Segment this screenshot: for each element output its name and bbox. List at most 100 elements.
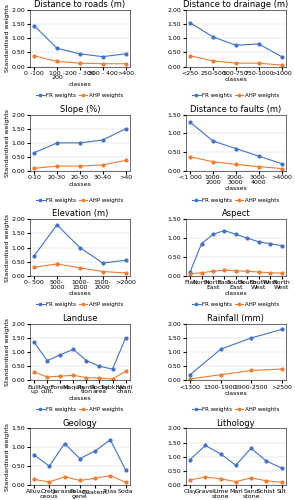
- X-axis label: classes: classes: [68, 82, 91, 86]
- Legend: FR weights, AHP weights: FR weights, AHP weights: [34, 300, 126, 310]
- X-axis label: classes: classes: [224, 186, 247, 192]
- AHP weights: [280, 62, 283, 68]
- FR weights: [55, 222, 59, 228]
- AHP weights: [249, 475, 253, 481]
- Title: Landuse: Landuse: [62, 314, 98, 323]
- FR weights: [101, 260, 104, 266]
- FR weights: [111, 366, 114, 372]
- Line: AHP weights: AHP weights: [189, 54, 283, 66]
- FR weights: [124, 51, 127, 57]
- FR weights: [63, 440, 66, 446]
- AHP weights: [234, 162, 237, 168]
- AHP weights: [32, 166, 36, 172]
- X-axis label: classes: classes: [224, 391, 247, 396]
- AHP weights: [45, 374, 49, 380]
- FR weights: [124, 126, 127, 132]
- AHP weights: [188, 477, 192, 483]
- FR weights: [188, 456, 192, 462]
- AHP weights: [268, 270, 272, 276]
- AHP weights: [257, 269, 260, 275]
- FR weights: [124, 335, 127, 341]
- Line: AHP weights: AHP weights: [33, 262, 127, 274]
- Legend: FR weights, AHP weights: FR weights, AHP weights: [190, 404, 281, 414]
- FR weights: [280, 160, 283, 166]
- AHP weights: [257, 164, 260, 170]
- AHP weights: [223, 267, 226, 273]
- AHP weights: [109, 472, 112, 478]
- X-axis label: classes: classes: [224, 77, 247, 82]
- AHP weights: [211, 158, 215, 164]
- FR weights: [32, 150, 36, 156]
- AHP weights: [124, 60, 127, 66]
- Title: Aspect: Aspect: [222, 210, 250, 218]
- FR weights: [200, 240, 203, 246]
- FR weights: [78, 244, 82, 250]
- X-axis label: classes: classes: [68, 291, 91, 296]
- AHP weights: [234, 60, 237, 66]
- Legend: FR weights, AHP weights: FR weights, AHP weights: [34, 196, 126, 205]
- AHP weights: [188, 376, 192, 382]
- Title: Elevation (m): Elevation (m): [52, 210, 108, 218]
- Title: Geology: Geology: [63, 418, 97, 428]
- Line: FR weights: FR weights: [189, 444, 283, 469]
- FR weights: [234, 146, 237, 152]
- FR weights: [124, 257, 127, 263]
- Line: FR weights: FR weights: [189, 229, 283, 274]
- AHP weights: [280, 270, 283, 276]
- AHP weights: [188, 271, 192, 277]
- AHP weights: [234, 268, 237, 274]
- AHP weights: [55, 58, 59, 64]
- Line: AHP weights: AHP weights: [33, 159, 127, 170]
- Title: Slope (%): Slope (%): [60, 105, 100, 114]
- Line: FR weights: FR weights: [189, 22, 283, 58]
- FR weights: [101, 137, 104, 143]
- FR weights: [219, 346, 222, 352]
- Line: FR weights: FR weights: [33, 24, 127, 58]
- FR weights: [188, 269, 192, 275]
- Line: AHP weights: AHP weights: [33, 370, 127, 380]
- Title: Distance to faults (m): Distance to faults (m): [190, 105, 281, 114]
- X-axis label: classes: classes: [68, 182, 91, 186]
- AHP weights: [188, 53, 192, 59]
- AHP weights: [78, 60, 82, 66]
- AHP weights: [124, 480, 127, 486]
- Line: FR weights: FR weights: [33, 336, 127, 370]
- Line: FR weights: FR weights: [33, 128, 127, 154]
- Line: AHP weights: AHP weights: [189, 156, 283, 170]
- FR weights: [223, 228, 226, 234]
- FR weights: [32, 253, 36, 259]
- AHP weights: [85, 374, 88, 380]
- FR weights: [188, 119, 192, 125]
- Line: AHP weights: AHP weights: [33, 54, 127, 65]
- FR weights: [268, 240, 272, 246]
- FR weights: [257, 153, 260, 159]
- AHP weights: [211, 58, 215, 64]
- Legend: FR weights, AHP weights: FR weights, AHP weights: [34, 91, 126, 101]
- Line: FR weights: FR weights: [33, 224, 127, 264]
- AHP weights: [78, 478, 82, 484]
- Legend: FR weights, AHP weights: FR weights, AHP weights: [34, 404, 126, 414]
- FR weights: [188, 372, 192, 378]
- Title: Lithology: Lithology: [217, 418, 255, 428]
- Line: AHP weights: AHP weights: [189, 368, 283, 380]
- FR weights: [32, 452, 36, 458]
- AHP weights: [58, 373, 62, 379]
- AHP weights: [101, 60, 104, 66]
- AHP weights: [124, 270, 127, 276]
- FR weights: [265, 458, 268, 464]
- Legend: FR weights, AHP weights: FR weights, AHP weights: [190, 91, 281, 101]
- FR weights: [71, 346, 75, 352]
- AHP weights: [55, 163, 59, 169]
- FR weights: [234, 462, 237, 468]
- AHP weights: [249, 368, 253, 374]
- FR weights: [211, 138, 215, 144]
- AHP weights: [280, 166, 283, 172]
- FR weights: [280, 326, 283, 332]
- Y-axis label: Standardised weights: Standardised weights: [5, 109, 10, 177]
- AHP weights: [188, 154, 192, 160]
- FR weights: [78, 456, 82, 462]
- AHP weights: [93, 475, 97, 481]
- FR weights: [101, 54, 104, 60]
- Y-axis label: Standardised weights: Standardised weights: [5, 214, 10, 282]
- Title: Rainfall (mm): Rainfall (mm): [207, 314, 264, 323]
